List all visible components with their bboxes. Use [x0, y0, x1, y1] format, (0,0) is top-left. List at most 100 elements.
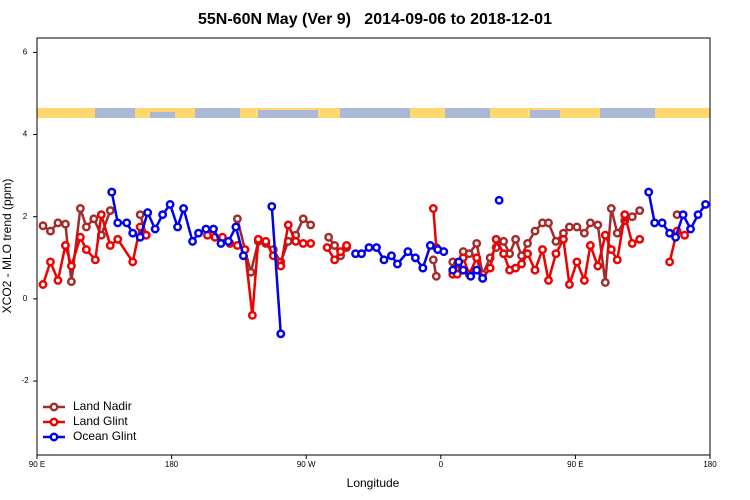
data-point: [306, 238, 316, 248]
data-point: [410, 253, 420, 263]
data-point: [585, 241, 595, 250]
data-point: [113, 218, 123, 228]
data-point: [600, 277, 610, 287]
x-tick-label: 90 E: [29, 460, 45, 469]
data-point: [454, 257, 464, 267]
data-point: [324, 232, 334, 242]
legend-marker: [49, 417, 59, 427]
legend-label: Ocean Glint: [73, 429, 137, 443]
x-tick-label: 0: [439, 460, 444, 469]
data-point: [38, 280, 48, 289]
data-point: [306, 220, 316, 230]
data-point: [523, 249, 532, 259]
data-point: [379, 255, 389, 265]
data-point: [579, 275, 589, 285]
legend-label: Land Nadir: [73, 399, 132, 413]
data-point: [298, 214, 308, 224]
data-point: [572, 222, 582, 232]
data-point: [472, 238, 482, 248]
data-point: [686, 224, 696, 234]
data-point: [330, 241, 340, 250]
data-point: [46, 226, 55, 236]
data-point: [75, 204, 85, 213]
data-point: [693, 210, 703, 220]
data-point: [173, 222, 183, 232]
y-tick-label: 0: [23, 294, 28, 303]
data-point: [627, 238, 637, 248]
data-point: [81, 245, 91, 255]
data-point: [544, 218, 553, 228]
data-point: [431, 271, 441, 281]
data-point: [466, 271, 476, 281]
data-point: [600, 230, 610, 240]
data-point: [428, 204, 438, 213]
data-point: [276, 329, 286, 339]
x-tick-label: 90 W: [297, 460, 316, 469]
data-point: [372, 243, 381, 252]
data-point: [428, 255, 438, 265]
data-point: [671, 232, 681, 242]
data-point: [105, 241, 115, 250]
data-point: [253, 234, 263, 244]
data-point: [128, 257, 138, 267]
data-point: [650, 218, 660, 228]
data-point: [579, 228, 589, 238]
data-point: [418, 263, 428, 273]
data-point: [276, 261, 286, 271]
data-point: [499, 249, 509, 259]
data-point: [232, 214, 242, 224]
data-point: [357, 249, 366, 259]
data-point: [66, 261, 76, 271]
data-point: [635, 206, 645, 216]
data-point: [403, 247, 413, 257]
data-point: [551, 236, 561, 246]
legend-marker: [49, 432, 59, 442]
data-point: [627, 212, 637, 222]
data-point: [606, 204, 616, 213]
chart-title: 55N-60N May (Ver 9) 2014-09-06 to 2018-1…: [198, 11, 552, 28]
data-point: [499, 236, 509, 246]
x-tick-label: 180: [703, 460, 717, 469]
data-point: [267, 201, 277, 211]
data-point: [179, 204, 189, 213]
data-point: [511, 234, 521, 244]
data-point: [478, 273, 488, 283]
data-point: [544, 275, 553, 285]
data-point: [60, 241, 70, 250]
data-point: [283, 220, 293, 230]
data-point: [96, 210, 106, 220]
data-point: [472, 265, 482, 275]
data-point: [135, 232, 145, 242]
data-point: [194, 228, 203, 238]
data-point: [494, 195, 504, 205]
data-point: [336, 247, 346, 257]
y-tick-label: -2: [21, 376, 29, 385]
data-point: [511, 263, 521, 273]
data-point: [564, 222, 574, 232]
data-point: [551, 249, 561, 259]
data-point: [593, 261, 603, 271]
data-point: [188, 236, 197, 246]
data-point: [620, 210, 630, 220]
plot-frame: [36, 37, 711, 456]
data-point: [238, 251, 248, 261]
data-point: [464, 249, 474, 259]
data-point: [66, 277, 76, 287]
data-point: [665, 228, 675, 238]
data-point: [165, 199, 175, 209]
data-point: [135, 210, 145, 220]
data-point: [665, 257, 675, 267]
data-point: [90, 255, 100, 265]
data-point: [538, 245, 547, 255]
data-point: [105, 206, 115, 216]
data-point: [216, 238, 226, 248]
data-point: [472, 253, 482, 263]
data-point: [612, 255, 622, 265]
data-point: [517, 259, 527, 269]
data-point: [158, 210, 168, 220]
data-point: [342, 241, 352, 250]
x-tick-label: 90 E: [567, 460, 583, 469]
data-point: [128, 228, 138, 238]
y-tick-label: 4: [23, 130, 28, 139]
data-point: [322, 243, 332, 252]
